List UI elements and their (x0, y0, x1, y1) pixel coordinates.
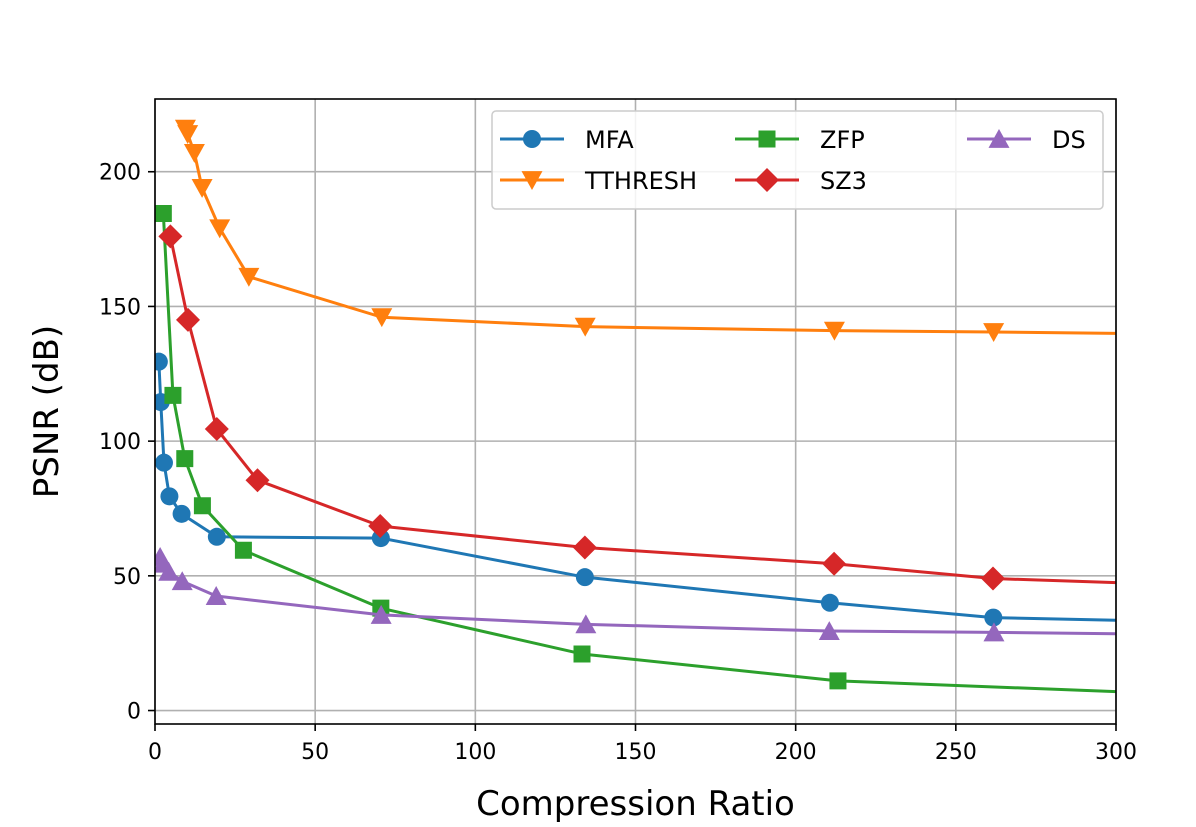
y-tick-label: 150 (99, 295, 141, 320)
data-point-zfp (176, 450, 194, 468)
data-point-sz3 (175, 307, 200, 332)
data-point-ds (171, 571, 193, 591)
data-point-zfp (234, 541, 252, 559)
y-axis-title: PSNR (dB) (27, 325, 67, 498)
y-tick-label: 200 (99, 161, 141, 186)
data-point-sz3 (158, 224, 183, 249)
legend-marker-sz3 (755, 168, 779, 192)
legend-marker-tthresh (521, 171, 543, 190)
data-point-ds (205, 586, 227, 605)
x-tick-label: 100 (454, 740, 496, 765)
data-point-sz3 (980, 566, 1005, 591)
data-point-ds (158, 561, 180, 581)
x-tick-label: 0 (148, 740, 162, 765)
y-tick-label: 100 (99, 430, 141, 455)
data-point-mfa (155, 453, 173, 472)
legend-item-ds: DS (967, 126, 1086, 154)
data-point-tthresh (371, 308, 393, 328)
x-tick-label: 300 (1095, 740, 1137, 765)
data-point-zfp (573, 645, 591, 663)
series-sz3 (158, 224, 1116, 591)
data-point-tthresh (238, 267, 260, 287)
data-point-tthresh (183, 143, 205, 163)
y-tick-label: 50 (113, 565, 141, 590)
legend-item-zfp: ZFP (735, 126, 865, 154)
data-point-sz3 (368, 513, 393, 538)
data-point-zfp (155, 204, 172, 222)
y-tick-label: 0 (127, 700, 141, 725)
legend-item-mfa: MFA (500, 126, 634, 154)
data-point-zfp (164, 386, 182, 404)
legend-label-zfp: ZFP (820, 126, 865, 154)
series-mfa (155, 352, 1116, 627)
data-point-sz3 (572, 535, 597, 560)
data-point-mfa (155, 352, 168, 371)
x-tick-label: 150 (615, 740, 657, 765)
series-zfp (155, 204, 1116, 694)
x-tick-label: 50 (301, 740, 329, 765)
data-point-mfa (207, 527, 226, 546)
x-axis-title: Compression Ratio (476, 784, 795, 824)
data-point-ds (983, 622, 1005, 642)
grid (154, 99, 1117, 724)
legend-box (491, 110, 1104, 210)
legend-marker-zfp (758, 130, 776, 148)
legend-label-tthresh: TTHRESH (584, 167, 697, 195)
data-point-mfa (172, 504, 191, 523)
legend: MFA TTHRESH ZFP SZ3 DS (491, 110, 1104, 210)
data-point-zfp (193, 497, 211, 515)
data-point-tthresh (574, 317, 596, 337)
legend-label-mfa: MFA (585, 126, 634, 154)
data-point-tthresh (191, 178, 213, 198)
series-layer (155, 119, 1116, 694)
data-point-tthresh (177, 125, 199, 144)
data-point-mfa (984, 608, 1003, 627)
data-point-tthresh (209, 219, 231, 239)
data-point-ds (818, 621, 840, 640)
data-point-ds (575, 614, 597, 634)
x-tick-label: 200 (775, 740, 817, 765)
data-point-sz3 (245, 468, 270, 493)
data-point-tthresh (823, 321, 845, 341)
data-point-sz3 (204, 417, 229, 442)
legend-label-ds: DS (1052, 126, 1086, 154)
data-point-sz3 (822, 551, 847, 576)
data-point-zfp (829, 672, 847, 690)
data-point-mfa (820, 593, 839, 612)
data-point-mfa (575, 568, 594, 587)
data-point-tthresh (983, 323, 1005, 343)
axis-ticks: 0 50 100 150 200 250 300 0 50 100 150 200 (99, 161, 1137, 765)
data-point-mfa (160, 487, 179, 506)
legend-item-tthresh: TTHRESH (500, 167, 697, 195)
data-point-ds (370, 604, 392, 624)
legend-marker-ds (988, 129, 1010, 148)
series-tthresh (174, 119, 1116, 343)
legend-label-sz3: SZ3 (820, 167, 867, 195)
legend-item-sz3: SZ3 (735, 167, 867, 195)
x-tick-label: 250 (935, 740, 977, 765)
series-ds (155, 546, 1116, 642)
legend-marker-mfa (523, 130, 541, 148)
